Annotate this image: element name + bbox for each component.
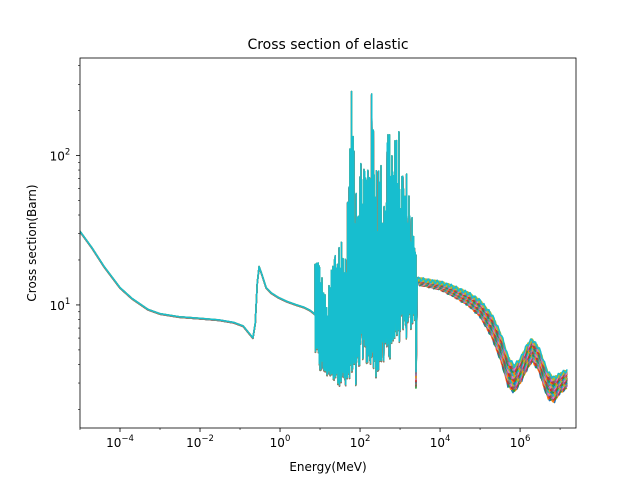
y-tick-label: 102 [50, 148, 71, 164]
x-tick-exponent: −2 [201, 434, 214, 444]
series-layer [80, 90, 568, 404]
x-axis-ticks: 10−4 10−2 100 102 104 106 [79, 428, 561, 450]
y-axis-label: Cross section(Barn) [25, 184, 39, 301]
x-tick-label: 106 [510, 434, 531, 450]
x-tick-exponent: 2 [365, 434, 370, 444]
chart-title: Cross section of elastic [247, 37, 408, 53]
x-tick-label: 10−4 [106, 434, 134, 450]
y-tick-exponent: 2 [65, 148, 70, 158]
x-tick-base: 10 [510, 436, 525, 450]
x-tick-label: 10−2 [186, 434, 214, 450]
x-tick-exponent: 0 [285, 434, 290, 444]
x-tick-base: 10 [270, 436, 285, 450]
x-tick-base: 10 [430, 436, 445, 450]
y-tick-exponent: 1 [65, 297, 70, 307]
series-line [80, 90, 568, 386]
x-tick-exponent: 4 [445, 434, 450, 444]
x-tick-base: 10 [350, 436, 365, 450]
x-tick-exponent: −4 [121, 434, 134, 444]
y-tick-base: 10 [50, 299, 65, 313]
x-tick-exponent: 6 [525, 434, 530, 444]
axes-frame [79, 57, 577, 429]
x-tick-label: 102 [350, 434, 371, 450]
x-axis-label: Energy(MeV) [289, 460, 366, 474]
x-tick-label: 104 [430, 434, 451, 450]
x-tick-base: 10 [186, 436, 201, 450]
y-tick-base: 10 [50, 150, 65, 164]
y-tick-label: 101 [50, 297, 71, 313]
x-tick-base: 10 [106, 436, 121, 450]
x-tick-label: 100 [270, 434, 291, 450]
